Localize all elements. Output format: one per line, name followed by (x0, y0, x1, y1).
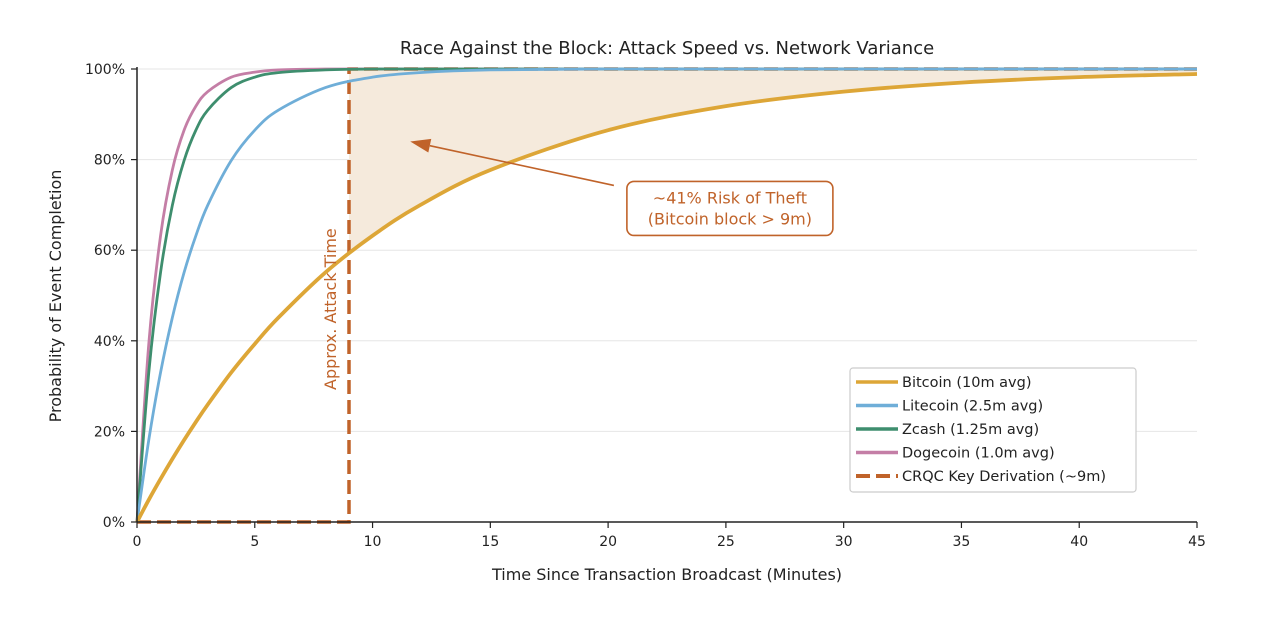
legend-label: Bitcoin (10m avg) (902, 375, 1032, 391)
x-tick-label: 25 (717, 534, 735, 550)
risk-arrow-head (410, 138, 432, 153)
x-tick-label: 30 (835, 534, 853, 550)
legend-item: Litecoin (2.5m avg) (856, 399, 1043, 415)
x-tick-label: 35 (953, 534, 971, 550)
y-tick-label: 60% (94, 243, 125, 259)
chart-title: Race Against the Block: Attack Speed vs.… (400, 38, 934, 59)
legend-item: Dogecoin (1.0m avg) (856, 446, 1055, 462)
risk-annotation: ~41% Risk of Theft (Bitcoin block > 9m) (410, 138, 834, 237)
x-tick-label: 5 (250, 534, 259, 550)
x-tick-label: 0 (133, 534, 142, 550)
legend-label: Dogecoin (1.0m avg) (902, 446, 1055, 462)
x-tick-label: 20 (599, 534, 617, 550)
legend-item: Bitcoin (10m avg) (856, 375, 1032, 391)
legend-label: CRQC Key Derivation (~9m) (902, 469, 1106, 485)
x-tick-label: 45 (1188, 534, 1206, 550)
legend-label: Zcash (1.25m avg) (902, 422, 1039, 438)
risk-arrow (429, 144, 615, 187)
axes: 0 5 10 15 20 25 30 35 40 45 0% 20% 40% 60% 80% 100% (85, 62, 1206, 550)
x-tick-label: 10 (364, 534, 382, 550)
y-tick-label: 40% (94, 334, 125, 350)
legend-item: Zcash (1.25m avg) (856, 422, 1039, 438)
risk-annotation-line-1: ~41% Risk of Theft (653, 188, 807, 207)
risk-annotation-line-2: (Bitcoin block > 9m) (648, 209, 812, 228)
y-tick-label: 80% (94, 153, 125, 169)
series-line-litecoin (135, 67, 1197, 523)
series-line-bitcoin (135, 72, 1198, 523)
y-axis-label: Probability of Event Completion (46, 170, 65, 423)
legend-label: Litecoin (2.5m avg) (902, 399, 1043, 415)
y-tick-label: 100% (85, 62, 125, 78)
y-tick-label: 0% (103, 515, 125, 531)
legend-box (849, 367, 1137, 493)
risk-shaded-region (349, 69, 1197, 255)
x-tick-label: 15 (481, 534, 499, 550)
legend: Bitcoin (10m avg) Litecoin (2.5m avg) Zcas… (849, 367, 1137, 493)
x-tick-label: 40 (1070, 534, 1088, 550)
y-tick-label: 20% (94, 424, 125, 440)
x-axis-label: Time Since Transaction Broadcast (Minute… (491, 565, 842, 584)
legend-item: CRQC Key Derivation (~9m) (856, 469, 1106, 485)
risk-annotation-box (626, 180, 834, 237)
attack-time-annotation: Approx. Attack Time (321, 228, 340, 390)
